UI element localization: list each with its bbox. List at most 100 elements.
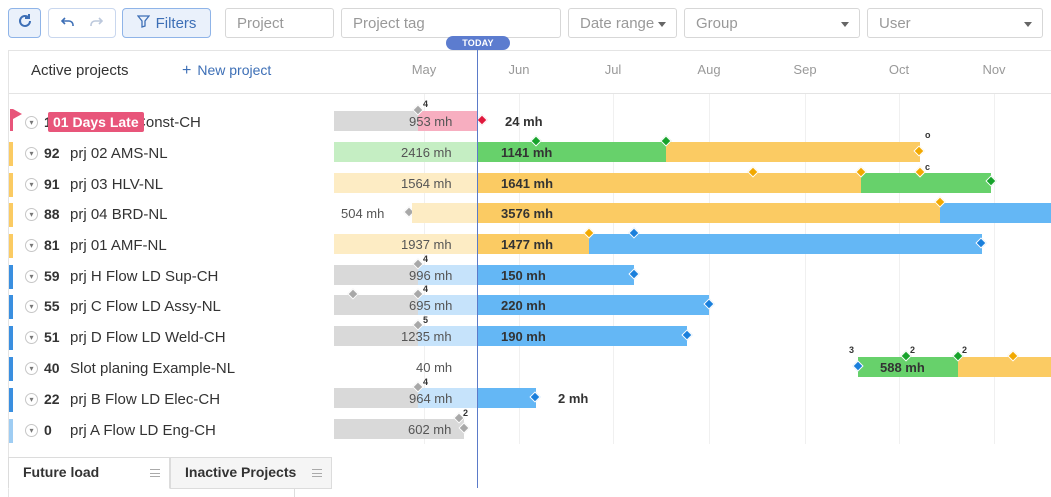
milestone-marker: o — [925, 130, 931, 140]
priority: 40 — [44, 360, 60, 376]
chevron-down-icon[interactable]: ▾ — [25, 393, 38, 406]
gridline — [805, 94, 806, 444]
past-bar-blue[interactable] — [418, 326, 478, 346]
chevron-down-icon[interactable]: ▾ — [25, 147, 38, 160]
future-bar-green[interactable] — [861, 173, 991, 193]
past-bar-blue[interactable] — [418, 265, 478, 285]
priority-strip — [9, 388, 13, 412]
chevron-down-icon[interactable]: ▾ — [25, 362, 38, 375]
project-row[interactable]: ▾ 55 prj C Flow LD Assy-NL — [8, 295, 328, 319]
user-select[interactable]: User — [867, 8, 1043, 38]
past-mh: 2416 mh — [401, 145, 452, 160]
tab-inactive-projects[interactable]: Inactive Projects — [170, 457, 332, 489]
late-bar[interactable] — [418, 111, 478, 131]
project-row[interactable]: ▾ 92 prj 02 AMS-NL — [8, 142, 328, 166]
project-row[interactable]: ▾ 40 Slot planing Example-NL — [8, 357, 328, 381]
priority: 91 — [44, 176, 60, 192]
past-bar[interactable] — [334, 173, 478, 193]
future-bar-blue[interactable] — [589, 234, 982, 254]
future-bar-blue[interactable] — [478, 388, 536, 408]
priority-strip — [9, 142, 13, 166]
past-bar[interactable] — [334, 295, 418, 315]
project-name: prj 02 AMS-NL — [70, 145, 168, 162]
project-row[interactable]: ▾ 0 prj A Flow LD Eng-CH — [8, 419, 328, 443]
milestone-count: 2 — [463, 408, 469, 418]
future-mh: 150 mh — [501, 268, 546, 283]
chevron-down-icon[interactable]: ▾ — [25, 331, 38, 344]
project-input[interactable]: Project — [225, 8, 334, 38]
menu-icon[interactable] — [312, 469, 322, 477]
filters-button[interactable]: Filters — [122, 8, 211, 38]
project-row[interactable]: ▾ 51 prj D Flow LD Weld-CH — [8, 326, 328, 350]
gridline — [994, 94, 995, 444]
future-mh: 2 mh — [558, 391, 589, 406]
chevron-down-icon[interactable]: ▾ — [25, 178, 38, 191]
past-bar[interactable] — [334, 388, 418, 408]
plus-icon: + — [182, 62, 192, 79]
past-bar[interactable] — [412, 203, 478, 223]
past-bar[interactable] — [334, 265, 418, 285]
future-bar-blue[interactable] — [478, 265, 634, 285]
future-mh: 1141 mh — [501, 145, 553, 160]
milestone-diamond[interactable] — [476, 114, 488, 126]
project-placeholder: Project — [237, 14, 284, 32]
date-range-select[interactable]: Date range — [568, 8, 677, 38]
future-bar-orange[interactable] — [478, 203, 940, 223]
chevron-down-icon[interactable]: ▾ — [25, 424, 38, 437]
future-bar-blue[interactable] — [940, 203, 1051, 223]
undo-icon[interactable] — [60, 15, 75, 32]
project-row[interactable]: ▾ 22 prj B Flow LD Elec-CH — [8, 388, 328, 412]
future-bar-blue[interactable] — [478, 295, 709, 315]
new-project-label: New project — [197, 62, 272, 78]
menu-icon[interactable] — [150, 469, 160, 477]
future-mh: 3576 mh — [501, 206, 554, 221]
priority-strip — [9, 265, 13, 289]
today-badge: TODAY — [446, 36, 510, 50]
priority-strip — [9, 234, 13, 258]
priority: 0 — [44, 422, 52, 438]
future-bar-green[interactable] — [478, 142, 666, 162]
project-row[interactable]: ▾ 88 prj 04 BRD-NL — [8, 203, 328, 227]
future-bar-orange[interactable] — [478, 173, 861, 193]
past-bar-blue[interactable] — [418, 388, 478, 408]
milestone-count: 2 — [910, 345, 916, 355]
past-bar[interactable] — [334, 234, 478, 254]
project-tag-placeholder: Project tag — [353, 14, 425, 32]
project-tag-input[interactable]: Project tag — [341, 8, 561, 38]
priority-strip — [9, 419, 13, 443]
refresh-button[interactable] — [8, 8, 41, 38]
new-project-button[interactable]: + New project — [182, 62, 271, 80]
panel-border — [8, 50, 1051, 51]
tab-future-load[interactable]: Future load — [8, 457, 170, 489]
future-bar-green[interactable] — [858, 357, 958, 377]
redo-icon[interactable] — [89, 15, 104, 32]
future-mh: 1477 mh — [501, 237, 554, 252]
chevron-down-icon[interactable]: ▾ — [25, 270, 38, 283]
past-bar[interactable] — [334, 419, 464, 439]
future-bar-orange[interactable] — [958, 357, 1051, 377]
future-bar-blue[interactable] — [478, 326, 687, 346]
project-row[interactable]: ▾ 1 prj 01 LD Const-CH 01 Days Late — [8, 109, 328, 135]
project-name: prj C Flow LD Assy-NL — [70, 298, 221, 315]
chevron-down-icon[interactable]: ▾ — [25, 300, 38, 313]
chevron-down-icon[interactable]: ▾ — [25, 239, 38, 252]
project-row[interactable]: ▾ 59 prj H Flow LD Sup-CH — [8, 265, 328, 289]
past-bar[interactable] — [334, 326, 418, 346]
project-name: prj D Flow LD Weld-CH — [70, 329, 226, 346]
project-row[interactable]: ▾ 91 prj 03 HLV-NL — [8, 173, 328, 197]
group-select[interactable]: Group — [684, 8, 860, 38]
past-mh: 1937 mh — [401, 237, 452, 252]
past-bar[interactable] — [334, 111, 418, 131]
future-bar-orange[interactable] — [666, 142, 920, 162]
milestone-count: 2 — [962, 345, 968, 355]
chevron-down-icon[interactable]: ▾ — [25, 116, 38, 129]
past-bar[interactable] — [334, 142, 478, 162]
milestone-count: 4 — [423, 99, 429, 109]
tab-label: Inactive Projects — [185, 464, 297, 480]
chevron-down-icon[interactable]: ▾ — [25, 208, 38, 221]
past-bar-blue[interactable] — [418, 295, 478, 315]
project-row[interactable]: ▾ 81 prj 01 AMF-NL — [8, 234, 328, 258]
project-name: Slot planing Example-NL — [70, 360, 236, 377]
future-bar-orange[interactable] — [478, 234, 589, 254]
past-mh: 964 mh — [409, 391, 453, 406]
